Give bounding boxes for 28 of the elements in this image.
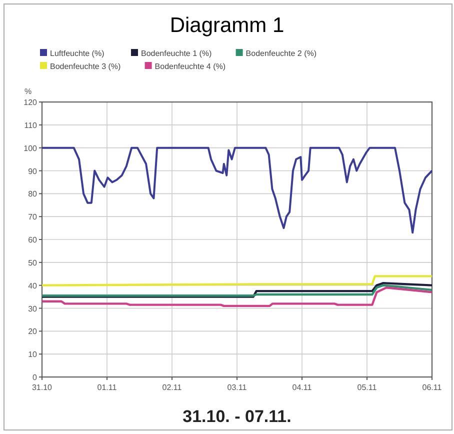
x-tick-label: 05.11: [357, 383, 378, 392]
y-tick-label: 100: [24, 144, 38, 153]
x-tick-label: 02.11: [162, 383, 182, 392]
y-tick-label: 10: [28, 350, 38, 360]
y-axis-title: %: [24, 87, 32, 96]
y-tick-label: 40: [28, 281, 38, 290]
y-tick-label: 110: [24, 120, 38, 130]
x-axis-title: 31.10. - 07.11.: [182, 407, 292, 426]
x-tick-label: 04.11: [292, 383, 312, 392]
legend-label: Luftfeuchte (%): [50, 49, 105, 58]
legend-label: Bodenfeuchte 2 (%): [246, 49, 317, 58]
y-tick-label: 0: [32, 373, 38, 382]
legend-label: Bodenfeuchte 1 (%): [141, 49, 212, 58]
legend-label: Bodenfeuchte 4 (%): [154, 62, 226, 71]
y-tick-label: 60: [28, 236, 38, 244]
x-tick-label: 31.10: [32, 383, 53, 392]
y-tick-label: 30: [28, 304, 38, 314]
x-tick-label: 01.11: [97, 383, 118, 392]
y-tick-label: 50: [28, 258, 38, 268]
chart-title: Diagramm 1: [170, 14, 284, 37]
x-tick-label: 03.11: [227, 383, 248, 392]
legend-label: Bodenfeuchte 3 (%): [50, 62, 122, 71]
y-tick-label: 20: [28, 327, 38, 336]
y-tick-label: 120: [24, 98, 38, 107]
y-tick-label: 90: [28, 166, 38, 176]
y-tick-label: 80: [28, 190, 38, 199]
x-tick-label: 06.11: [422, 383, 442, 392]
y-tick-label: 70: [28, 212, 38, 222]
